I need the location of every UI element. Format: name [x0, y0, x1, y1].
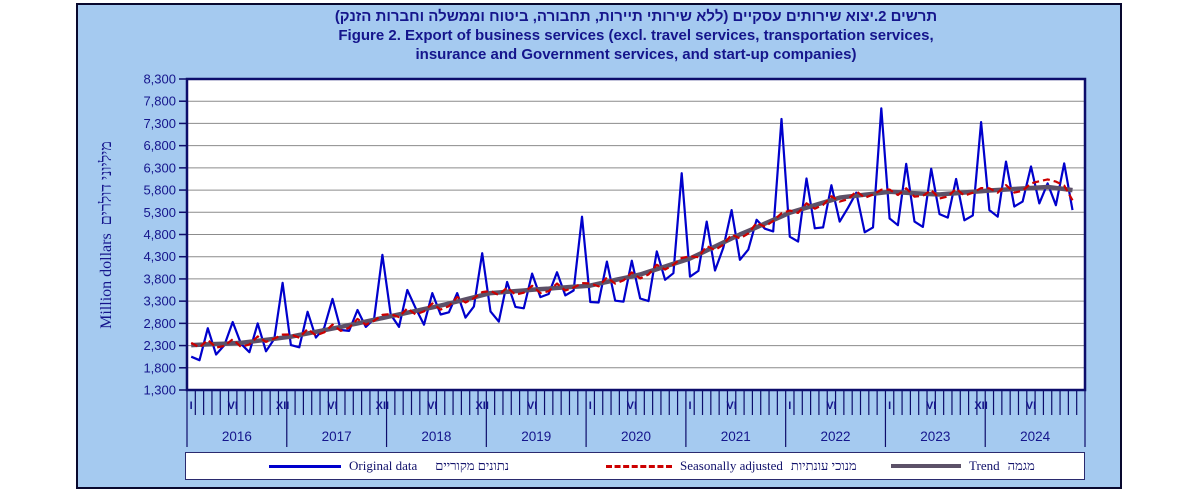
y-axis-tick-label: 5,800: [143, 183, 176, 198]
month-label: VI: [327, 400, 337, 412]
legend-label-original-data: Original data: [349, 458, 418, 473]
seasonally-adjusted-line: [190, 178, 1074, 349]
year-label: 2023: [920, 429, 950, 444]
month-label: XII: [276, 400, 289, 412]
y-axis-tick-label: 3,300: [143, 294, 176, 309]
year-label: 2016: [222, 429, 252, 444]
y-axis-tick-label: 7,300: [143, 116, 176, 131]
legend-item-original-data: Original data נתונים מקוריים: [269, 453, 509, 479]
year-label: 2021: [721, 429, 751, 444]
y-axis-tick-label: 4,300: [143, 249, 176, 264]
legend-item-trend: Trend מגמה: [891, 453, 1035, 479]
month-label: VI: [926, 400, 936, 412]
trend-line-sample: [891, 464, 961, 468]
year-label: 2020: [621, 429, 651, 444]
chart-title-hebrew: תרשים 2.יצוא שירותים עסקיים (ללא שירותי …: [334, 8, 938, 25]
month-label: I: [190, 400, 193, 412]
y-axis-tick-label: 1,800: [143, 360, 176, 375]
y-axis-tick-label: 3,800: [143, 271, 176, 286]
year-label: 2017: [322, 429, 352, 444]
month-label: I: [888, 400, 891, 412]
y-axis-tick-label: 6,800: [143, 138, 176, 153]
chart-title-english-line1: Figure 2. Export of business services (e…: [338, 27, 934, 44]
month-label: VI: [1026, 400, 1036, 412]
year-label: 2019: [521, 429, 551, 444]
legend-item-seasonally-adjusted: Seasonally adjusted מנוכי עונתיות: [606, 453, 857, 479]
plot-border: [185, 77, 1087, 392]
month-label: I: [589, 400, 592, 412]
seasonally-adjusted-line-sample: [606, 464, 672, 468]
year-label: 2024: [1020, 429, 1051, 444]
y-axis-tick-label: 1,300: [143, 383, 176, 398]
legend-label-original-data-hebrew: נתונים מקוריים: [435, 458, 510, 473]
year-label: 2022: [821, 429, 851, 444]
month-label: I: [689, 400, 692, 412]
year-label: 2018: [421, 429, 451, 444]
month-label: XII: [376, 400, 389, 412]
month-label: VI: [826, 400, 836, 412]
month-label: XII: [475, 400, 488, 412]
y-axis-tick-label: 2,300: [143, 338, 176, 353]
y-axis-tick-label: 4,800: [143, 227, 176, 242]
y-axis-tick-label: 7,800: [143, 94, 176, 109]
month-label: VI: [427, 400, 437, 412]
chart-title-english-line2: insurance and Government services, and s…: [415, 46, 857, 63]
month-label: VI: [527, 400, 537, 412]
month-label: VI: [627, 400, 637, 412]
legend-label-seasonally-adjusted-hebrew: מנוכי עונתיות: [790, 458, 857, 473]
legend-label-trend-hebrew: מגמה: [1007, 458, 1035, 473]
y-axis-tick-label: 6,300: [143, 160, 176, 175]
chart-title: תרשים 2.יצוא שירותים עסקיים (ללא שירותי …: [187, 7, 1085, 64]
month-label: VI: [726, 400, 736, 412]
original-data-line-sample: [269, 464, 341, 468]
month-label: VI: [228, 400, 238, 412]
y-axis-tick-label: 8,300: [143, 72, 176, 87]
legend-label-trend: Trend: [969, 458, 1000, 473]
legend-label-seasonally-adjusted: Seasonally adjusted: [680, 458, 783, 473]
month-label: XII: [974, 400, 987, 412]
month-label: I: [788, 400, 791, 412]
original-data-line: [190, 107, 1074, 362]
legend: Original data נתונים מקוריים Seasonally …: [185, 452, 1085, 480]
y-axis-tick-label: 2,800: [143, 316, 176, 331]
y-axis-tick-label: 5,300: [143, 205, 176, 220]
